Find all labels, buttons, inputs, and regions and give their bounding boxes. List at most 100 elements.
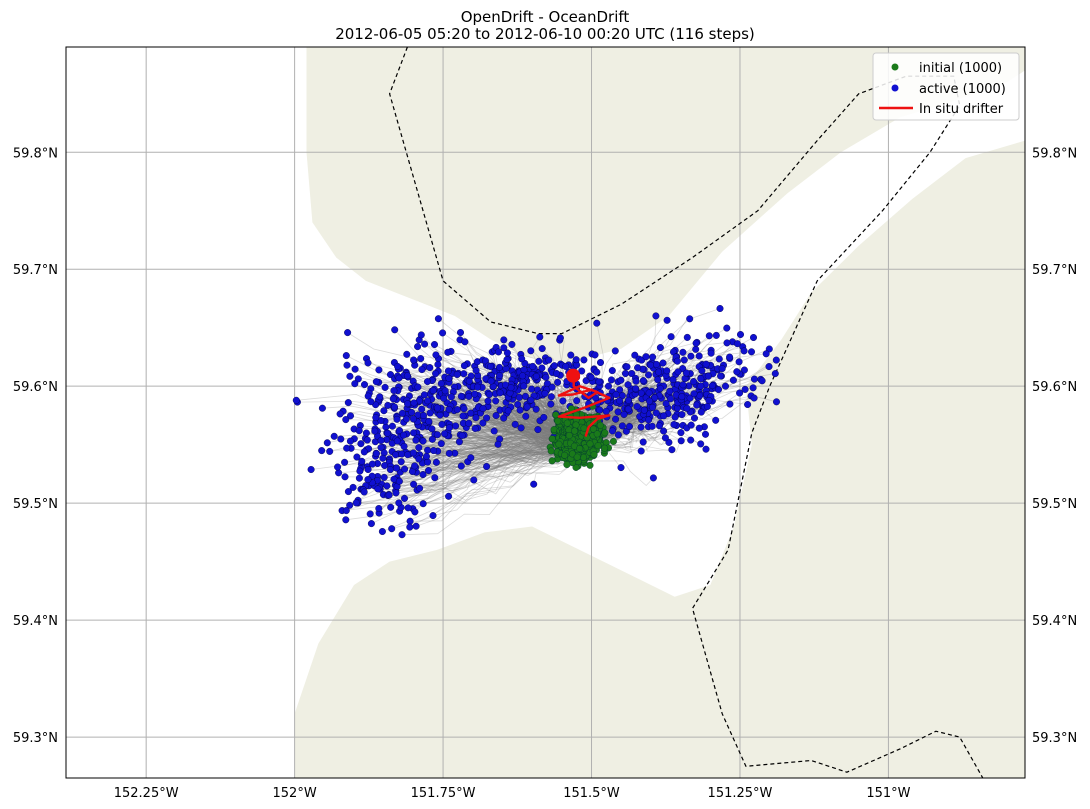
trajectory-line (390, 427, 573, 470)
active-particle (318, 404, 326, 412)
active-particle (683, 404, 691, 412)
trajectory-line (360, 432, 582, 445)
active-particle (532, 372, 540, 380)
active-particle (406, 517, 414, 525)
active-particle (616, 397, 624, 405)
active-particle (530, 480, 538, 488)
active-particle (380, 407, 388, 415)
active-particle (678, 393, 686, 401)
active-particle (490, 427, 498, 435)
active-particle (457, 329, 465, 337)
active-particle (495, 348, 503, 356)
active-particle (593, 319, 601, 327)
active-particle (457, 392, 465, 400)
active-particle (624, 381, 632, 389)
active-particle (691, 414, 699, 422)
active-particle (607, 376, 615, 384)
active-particle (487, 377, 495, 385)
chart-title: OpenDrift - OceanDrift (461, 8, 630, 26)
active-particle (639, 438, 647, 446)
active-particle (520, 366, 528, 374)
y-tick-label-right-4: 59.7°N (1032, 263, 1077, 278)
trajectory-line (399, 436, 576, 486)
active-particle (508, 340, 516, 348)
active-particle (520, 382, 528, 390)
active-particle (374, 485, 382, 493)
trajectory-line (397, 453, 590, 482)
initial-particle (601, 429, 609, 437)
active-particle (492, 397, 500, 405)
active-particle (410, 480, 418, 488)
active-particle (318, 447, 326, 455)
active-particle (639, 377, 647, 385)
active-particle (429, 387, 437, 395)
trajectory-line (356, 439, 578, 504)
active-particle (662, 400, 670, 408)
y-tick-label-right-2: 59.5°N (1032, 497, 1077, 512)
active-particle (415, 455, 423, 463)
trajectory-line (391, 426, 568, 530)
active-particle (540, 413, 548, 421)
x-tick-label-5: 151°W (866, 786, 910, 801)
drifter-track (557, 368, 611, 437)
active-particle (750, 394, 758, 402)
trajectory-line (354, 368, 582, 438)
active-particle (342, 352, 350, 360)
y-tick-label-left-4: 59.7°N (13, 263, 58, 278)
active-particle (547, 400, 555, 408)
trajectory-line (427, 381, 580, 444)
active-particle (330, 432, 338, 440)
active-particle (496, 363, 504, 371)
active-particle (679, 381, 687, 389)
initial-particle (572, 421, 580, 429)
initial-particle (590, 451, 598, 459)
trajectory-line (414, 402, 579, 436)
active-particle (344, 399, 352, 407)
active-particle (620, 410, 628, 418)
active-particles (292, 305, 781, 539)
active-particle (750, 334, 758, 342)
active-particle (386, 466, 394, 474)
active-particle (515, 393, 523, 401)
active-particle (387, 503, 395, 511)
initial-particle (594, 442, 602, 450)
active-particle (429, 512, 437, 520)
active-particle (653, 360, 661, 368)
active-particle (695, 352, 703, 360)
active-particle (632, 385, 640, 393)
land-polygon-0 (306, 47, 1025, 363)
active-particle (378, 528, 386, 536)
land-layer (294, 47, 1025, 778)
active-particle (326, 447, 334, 455)
active-particle (431, 474, 439, 482)
active-particle (492, 412, 500, 420)
active-particle (372, 378, 380, 386)
active-particle (646, 397, 654, 405)
active-particle (460, 370, 468, 378)
gridlines (66, 47, 1025, 778)
active-particle (420, 391, 428, 399)
active-particle (733, 340, 741, 348)
active-particle (656, 344, 664, 352)
active-particle (723, 324, 731, 332)
trajectory-line (342, 427, 585, 511)
active-particle (634, 364, 642, 372)
active-particle (660, 427, 668, 435)
active-particle (608, 367, 616, 375)
active-particle (379, 454, 387, 462)
active-particle (400, 431, 408, 439)
active-particle (708, 382, 716, 390)
active-particle (485, 391, 493, 399)
trajectory-line (322, 405, 562, 442)
active-particle (425, 467, 433, 475)
active-particle (670, 421, 678, 429)
active-particle (661, 434, 669, 442)
initial-particle (555, 440, 563, 448)
trajectory-line (409, 387, 581, 424)
active-particle (307, 466, 315, 474)
active-particle (358, 457, 366, 465)
active-particle (771, 370, 779, 378)
trajectory-line (398, 422, 581, 444)
legend-box (872, 52, 1020, 121)
